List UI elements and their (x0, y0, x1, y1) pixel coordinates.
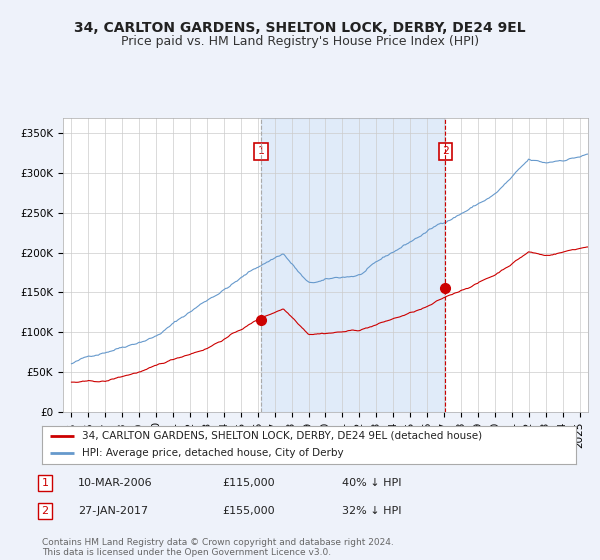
Text: £155,000: £155,000 (222, 506, 275, 516)
Text: £115,000: £115,000 (222, 478, 275, 488)
Text: Price paid vs. HM Land Registry's House Price Index (HPI): Price paid vs. HM Land Registry's House … (121, 35, 479, 48)
Text: 2: 2 (41, 506, 49, 516)
Text: 1: 1 (41, 478, 49, 488)
Text: 10-MAR-2006: 10-MAR-2006 (78, 478, 152, 488)
Text: 34, CARLTON GARDENS, SHELTON LOCK, DERBY, DE24 9EL: 34, CARLTON GARDENS, SHELTON LOCK, DERBY… (74, 21, 526, 35)
Text: 27-JAN-2017: 27-JAN-2017 (78, 506, 148, 516)
Bar (261, 118, 445, 412)
Text: 32% ↓ HPI: 32% ↓ HPI (342, 506, 401, 516)
Text: Contains HM Land Registry data © Crown copyright and database right 2024.
This d: Contains HM Land Registry data © Crown c… (42, 538, 394, 557)
Text: 2: 2 (442, 146, 449, 156)
Text: 1: 1 (257, 146, 265, 156)
Text: 40% ↓ HPI: 40% ↓ HPI (342, 478, 401, 488)
Text: 34, CARLTON GARDENS, SHELTON LOCK, DERBY, DE24 9EL (detached house): 34, CARLTON GARDENS, SHELTON LOCK, DERBY… (82, 431, 482, 441)
Text: HPI: Average price, detached house, City of Derby: HPI: Average price, detached house, City… (82, 449, 344, 459)
